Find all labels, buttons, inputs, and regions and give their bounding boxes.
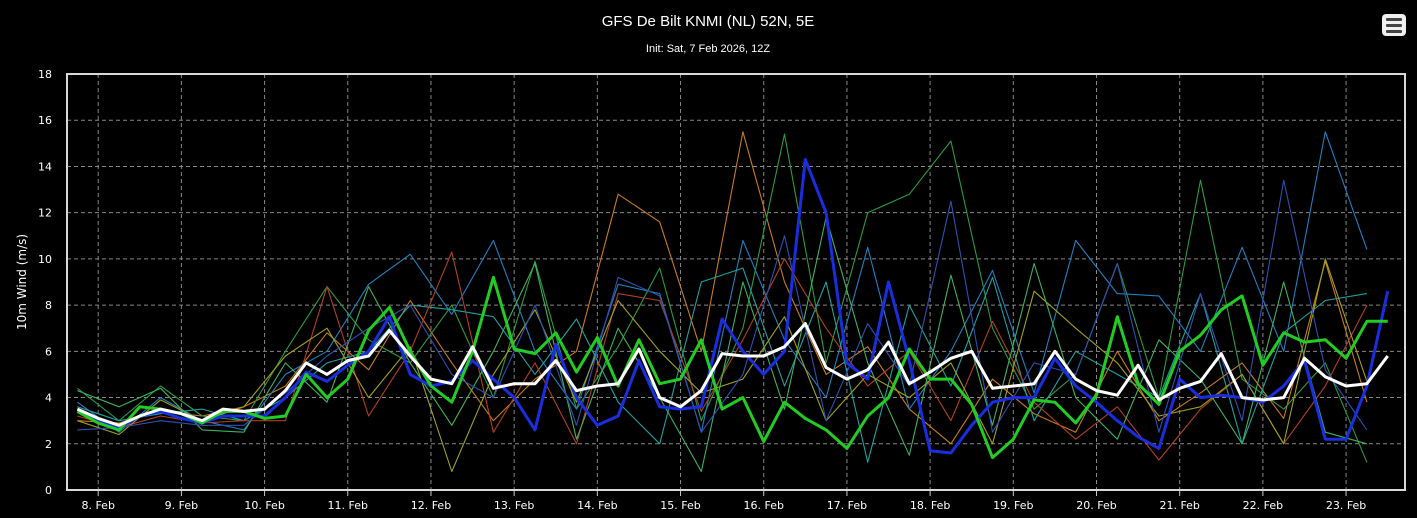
y-axis-label: 10m Wind (m/s) <box>15 234 29 330</box>
ensemble-member-line <box>77 267 1367 463</box>
chart-title: GFS De Bilt KNMI (NL) 52N, 5E <box>602 13 815 30</box>
menu-bar <box>1386 24 1402 27</box>
ensemble-member-line <box>77 131 1368 445</box>
y-tick-label: 2 <box>45 438 52 451</box>
x-tick-label: 12. Feb <box>411 499 451 512</box>
y-tick-label: 0 <box>45 484 52 497</box>
ensemble-member-line <box>77 216 1368 473</box>
y-tick-label: 6 <box>45 345 52 358</box>
ensemble-member-line <box>77 131 1368 433</box>
x-tick-label: 21. Feb <box>1159 499 1199 512</box>
x-tick-label: 14. Feb <box>577 499 617 512</box>
highlight-series <box>76 158 1390 460</box>
x-tick-label: 8. Feb <box>81 499 114 512</box>
x-tick-label: 11. Feb <box>328 499 368 512</box>
x-tick-label: 18. Feb <box>910 499 950 512</box>
menu-bar <box>1386 30 1402 33</box>
ensemble-mean-line <box>76 322 1389 427</box>
x-tick-label: 10. Feb <box>244 499 284 512</box>
chart-subtitle: Init: Sat, 7 Feb 2026, 12Z <box>646 43 770 55</box>
operational-line <box>76 158 1390 455</box>
y-axis-ticks: 0 2 4 6 8 10 12 14 16 18 <box>38 68 52 497</box>
menu-bar <box>1386 18 1402 21</box>
x-tick-label: 22. Feb <box>1243 499 1283 512</box>
y-tick-label: 16 <box>38 114 52 127</box>
ensemble-members <box>77 131 1368 473</box>
x-tick-label: 17. Feb <box>827 499 867 512</box>
ensemble-member-line <box>77 258 1368 473</box>
y-tick-label: 4 <box>45 392 52 405</box>
x-tick-label: 23. Feb <box>1326 499 1366 512</box>
y-tick-label: 10 <box>38 253 52 266</box>
control-line <box>76 275 1388 460</box>
y-tick-label: 8 <box>45 299 52 312</box>
y-tick-label: 14 <box>38 160 52 173</box>
x-tick-label: 13. Feb <box>494 499 534 512</box>
x-axis-ticks: 8. Feb 9. Feb 10. Feb 11. Feb 12. Feb 13. Feb… <box>81 490 1366 512</box>
x-tick-label: 20. Feb <box>1076 499 1116 512</box>
y-tick-label: 12 <box>38 207 52 220</box>
x-tick-label: 16. Feb <box>743 499 783 512</box>
x-tick-label: 19. Feb <box>993 499 1033 512</box>
x-tick-label: 9. Feb <box>165 499 198 512</box>
plot-border <box>66 73 1406 491</box>
y-tick-label: 18 <box>38 68 52 81</box>
hamburger-menu-icon[interactable] <box>1382 14 1406 36</box>
x-tick-label: 15. Feb <box>660 499 700 512</box>
